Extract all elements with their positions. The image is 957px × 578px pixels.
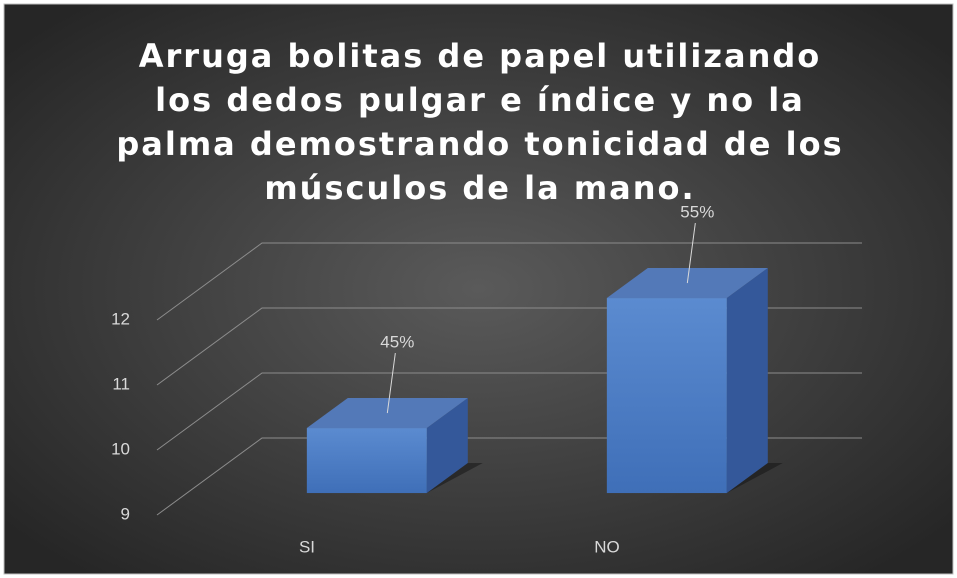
y-tick-label: 9 — [121, 504, 130, 523]
y-tick-label: 12 — [111, 309, 130, 328]
leader-line — [686, 222, 696, 284]
bar — [306, 428, 427, 494]
background — [3, 3, 954, 575]
bar-side — [726, 268, 768, 494]
bar — [606, 298, 727, 494]
x-tick-label: SI — [299, 537, 315, 556]
chart-title: Arruga bolitas de papel utilizando los d… — [116, 37, 844, 207]
y-tick-label: 11 — [112, 374, 130, 393]
data-label: 45% — [380, 333, 414, 352]
x-tick-label: NO — [594, 537, 620, 556]
data-label: 55% — [680, 203, 714, 222]
y-tick-label: 10 — [111, 439, 130, 458]
leader-line — [386, 352, 396, 414]
bar-side — [426, 398, 468, 494]
grid-line — [156, 242, 862, 321]
